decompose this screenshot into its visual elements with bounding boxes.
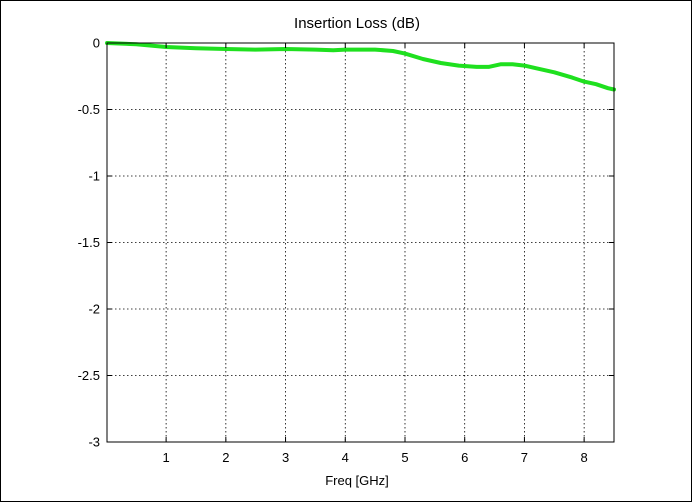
x-axis-label: Freq [GHz] (325, 473, 389, 488)
x-tick-label: 3 (282, 450, 289, 465)
x-tick-label: 7 (521, 450, 528, 465)
chart-title: Insertion Loss (dB) (294, 15, 420, 32)
x-tick-label: 2 (222, 450, 229, 465)
ticks: 1 2 3 4 5 6 7 8 0 -0.5 -1 -1.5 -2 -2.5 -3 (78, 36, 614, 465)
y-tick-label: -2.5 (78, 368, 100, 383)
y-tick-label: -1 (88, 169, 100, 184)
y-tick-label: -1.5 (78, 235, 100, 250)
x-tick-label: 5 (401, 450, 408, 465)
x-tick-label: 1 (163, 450, 170, 465)
grid (107, 43, 614, 442)
y-tick-label: -2 (88, 302, 100, 317)
y-tick-label: 0 (93, 36, 100, 51)
x-tick-label: 4 (342, 450, 349, 465)
y-tick-label: -0.5 (78, 102, 100, 117)
x-tick-label: 8 (581, 450, 588, 465)
series-layer (105, 41, 616, 92)
y-tick-label: -3 (88, 435, 100, 450)
x-tick-label: 6 (461, 450, 468, 465)
insertion-loss-line (105, 41, 616, 92)
